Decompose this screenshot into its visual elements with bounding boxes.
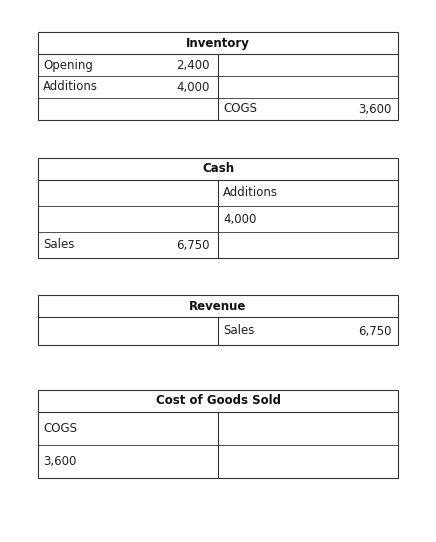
Bar	[38, 158, 398, 258]
Text: 2,400: 2,400	[177, 59, 210, 72]
Text: Cost of Goods Sold: Cost of Goods Sold	[156, 395, 280, 408]
Text: COGS: COGS	[43, 422, 77, 435]
Bar	[38, 390, 398, 478]
Bar	[38, 295, 398, 345]
Text: 4,000: 4,000	[177, 81, 210, 94]
Text: Sales: Sales	[43, 238, 75, 251]
Text: 4,000: 4,000	[223, 212, 256, 225]
Text: Cash: Cash	[202, 163, 234, 176]
Bar	[38, 32, 398, 120]
Text: 3,600: 3,600	[359, 102, 392, 115]
Text: Opening: Opening	[43, 59, 93, 72]
Text: Inventory: Inventory	[186, 36, 250, 49]
Text: Sales: Sales	[223, 325, 254, 338]
Text: 6,750: 6,750	[177, 238, 210, 251]
Text: Additions: Additions	[223, 186, 278, 199]
Text: COGS: COGS	[223, 102, 257, 115]
Text: Revenue: Revenue	[189, 300, 247, 313]
Text: 6,750: 6,750	[358, 325, 392, 338]
Text: Additions: Additions	[43, 81, 98, 94]
Text: 3,600: 3,600	[43, 455, 76, 468]
